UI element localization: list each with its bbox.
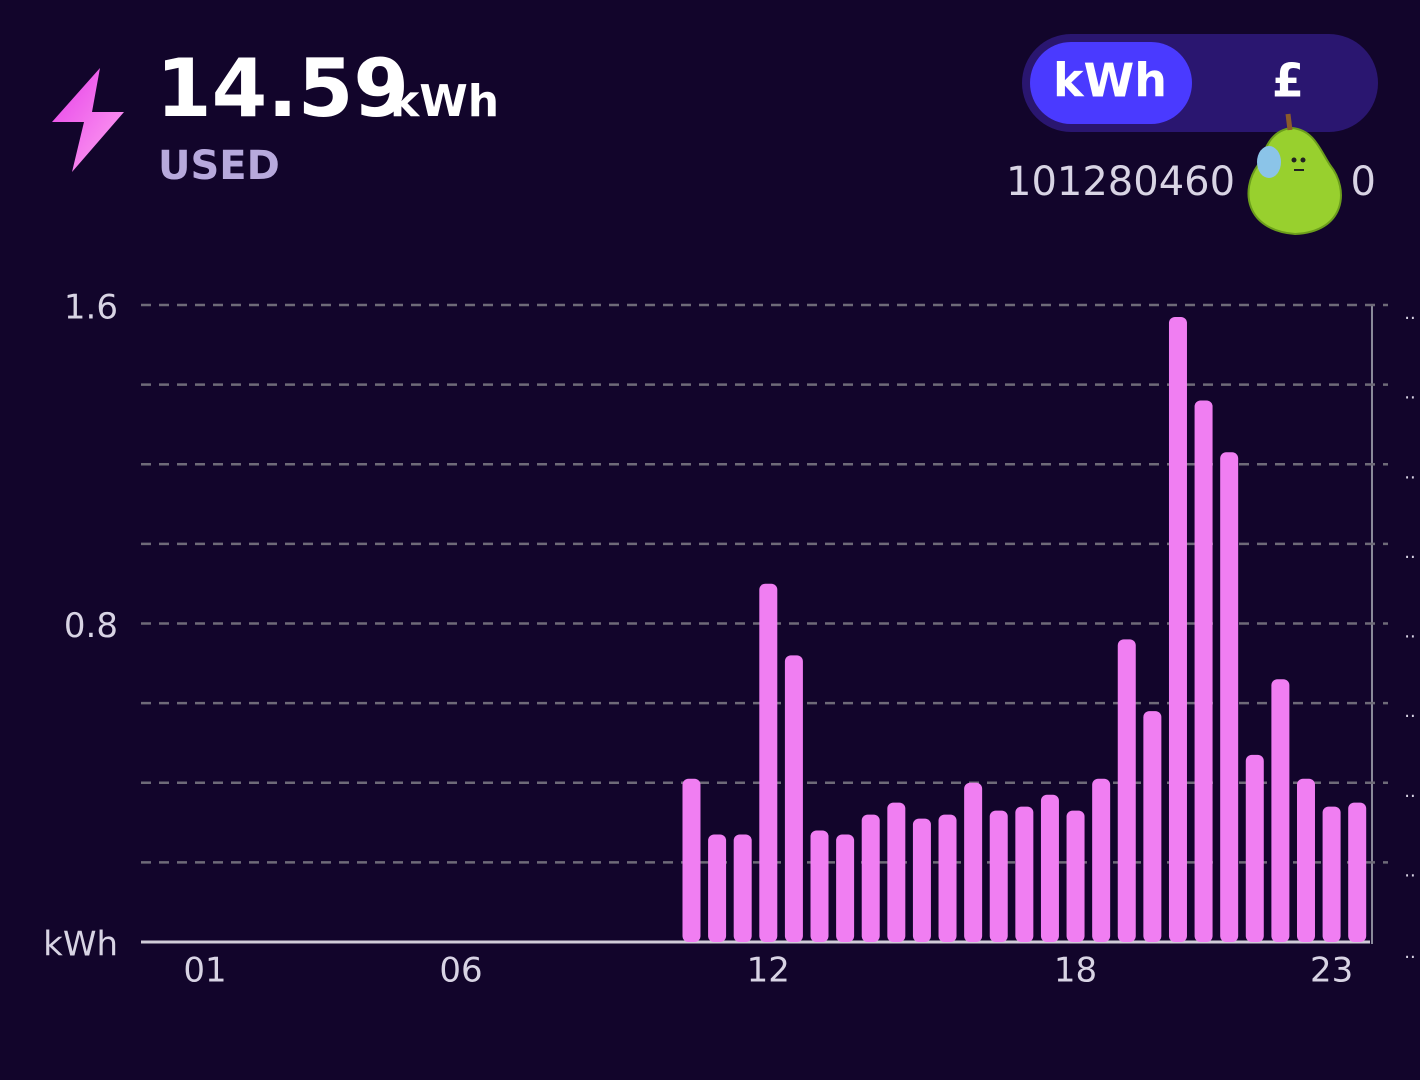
dots: ·· [1404,627,1415,648]
bar [1117,639,1136,942]
bar [708,834,727,942]
pear-sticker [1247,113,1342,236]
bar [1245,754,1264,942]
bar [1040,794,1059,942]
bar [1322,806,1341,942]
toggle-options: kWh £ [1030,42,1304,124]
dots: ·· [1404,388,1415,409]
x-tick-label: 18 [1054,951,1097,991]
bar [1015,806,1034,942]
bar [733,834,752,942]
bar [1348,802,1367,942]
bolt-icon [52,68,124,172]
x-tick-label: 23 [1310,951,1353,991]
bar [1143,711,1162,942]
bar [1194,400,1213,942]
bar [861,814,880,942]
bar [1220,452,1239,942]
toggle-option[interactable]: £ [1272,54,1304,108]
bar [1168,316,1187,943]
y-tick-label: kWh [43,925,118,965]
x-tick-label: 01 [183,951,226,991]
bar [759,583,778,942]
total-usage: 14.59 [156,42,409,135]
toggle-option[interactable]: kWh [1053,54,1167,108]
bar [784,655,803,942]
dots: ·· [1404,947,1415,968]
bar [964,782,983,942]
dots: ·· [1404,865,1415,886]
bar [836,834,855,942]
dots: ·· [1404,308,1415,329]
bar [989,810,1008,942]
bar [682,778,701,942]
bar [810,830,829,942]
bar [887,802,906,942]
y-tick-label: 0.8 [64,606,118,646]
meter-id: 101280460 [1006,159,1235,205]
meter-id-end: 0 [1351,159,1376,205]
bar [938,814,957,942]
x-tick-label: 06 [439,951,482,991]
total-unit: kWh [390,76,499,127]
dots: ·· [1404,547,1415,568]
toggle-selected [1030,42,1192,124]
bar [1066,810,1085,942]
dots: ·· [1404,467,1415,488]
y-tick-label: 1.6 [64,288,118,328]
bar [1296,778,1315,942]
dots: ·· [1404,706,1415,727]
x-tick-label: 12 [747,951,790,991]
plot: ·· ·· ·· ·· ·· ·· ·· ·· ·· kWh 0.8 1.6 01 06 12 18 23 [43,288,1416,991]
used-label: USED [158,143,280,189]
bar [1271,679,1290,942]
bar [912,818,931,942]
bar [1092,778,1111,942]
dots: ·· [1404,786,1415,807]
